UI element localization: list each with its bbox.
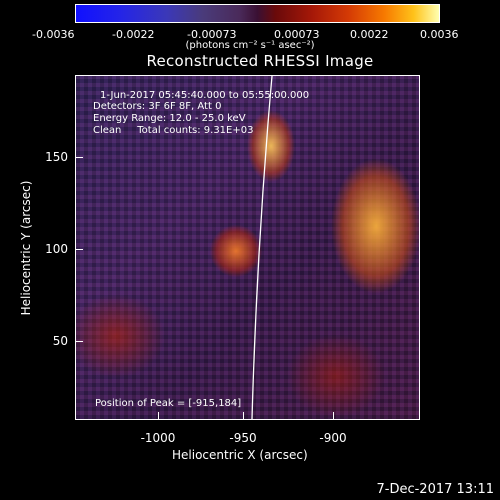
colorbar-tick: -0.0036 bbox=[32, 28, 75, 41]
x-tick-label: -950 bbox=[229, 431, 257, 445]
colorbar-tick: -0.0022 bbox=[112, 28, 155, 41]
colorbar-unit: (photons cm⁻² s⁻¹ asec⁻²) bbox=[185, 40, 315, 51]
y-axis-label: Heliocentric Y (arcsec) bbox=[19, 180, 33, 316]
y-tick-label: 100 bbox=[45, 242, 68, 256]
image-title: Reconstructed RHESSI Image bbox=[146, 52, 374, 70]
peak-position: Position of Peak = [-915,184] bbox=[95, 398, 242, 409]
x-tick-mark bbox=[158, 412, 159, 420]
solar-limb-line bbox=[251, 76, 273, 419]
x-tick-label: -1000 bbox=[140, 431, 176, 445]
colorbar-tick: -0.00073 bbox=[187, 28, 237, 41]
y-tick-label: 150 bbox=[45, 150, 68, 164]
colorbar-tick: 0.0036 bbox=[420, 28, 459, 41]
y-tick-mark bbox=[75, 341, 83, 342]
info-time-range: 1-Jun-2017 05:45:40.000 to 05:55:00.000 bbox=[100, 90, 310, 101]
info-detectors: Detectors: 3F 6F 8F, Att 0 bbox=[93, 101, 222, 112]
y-tick-mark bbox=[75, 249, 83, 250]
colorbar-tick: 0.00073 bbox=[274, 28, 320, 41]
y-tick-mark bbox=[75, 157, 83, 158]
x-tick-mark bbox=[243, 412, 244, 420]
x-tick-mark bbox=[333, 412, 334, 420]
colorbar bbox=[75, 4, 440, 23]
rhessi-image bbox=[76, 76, 419, 419]
info-energy-range: Energy Range: 12.0 - 25.0 keV bbox=[93, 113, 246, 124]
info-clean-counts: Clean Total counts: 9.31E+03 bbox=[93, 125, 254, 136]
colorbar-tick: 0.0022 bbox=[350, 28, 389, 41]
x-tick-label: -900 bbox=[319, 431, 347, 445]
plot-frame bbox=[75, 75, 420, 420]
y-tick-label: 50 bbox=[52, 334, 68, 348]
generation-date: 7-Dec-2017 13:11 bbox=[376, 482, 495, 497]
x-axis-label: Heliocentric X (arcsec) bbox=[172, 448, 308, 462]
